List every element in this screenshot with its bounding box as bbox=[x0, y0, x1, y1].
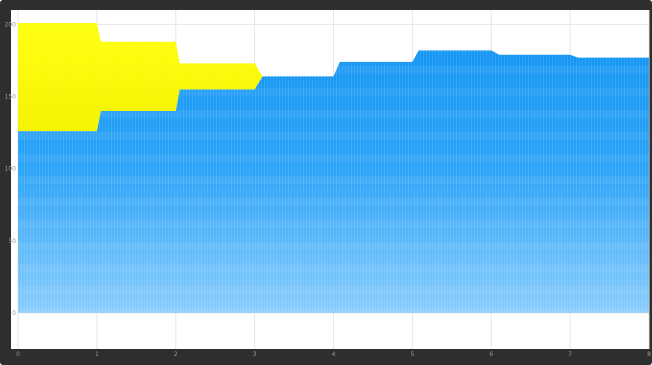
x-tick-labels: 0 1 2 3 4 5 6 7 8 bbox=[16, 351, 651, 358]
x-tick-label: 8 bbox=[647, 351, 651, 358]
series-blue-bands bbox=[18, 50, 649, 313]
series-layer bbox=[18, 22, 649, 313]
y-tick-label: 150 bbox=[5, 94, 17, 101]
y-tick-label: 100 bbox=[5, 166, 17, 173]
series-yellow-texture bbox=[18, 22, 649, 132]
x-tick-label: 3 bbox=[253, 351, 257, 358]
y-tick-label: 200 bbox=[5, 21, 17, 28]
y-tick-labels: 0 50 100 150 200 bbox=[5, 21, 17, 317]
x-tick-label: 7 bbox=[568, 351, 572, 358]
x-tick-label: 2 bbox=[174, 351, 178, 358]
x-tick-label: 5 bbox=[410, 351, 414, 358]
x-tick-label: 1 bbox=[95, 351, 99, 358]
x-tick-label: 6 bbox=[489, 351, 493, 358]
y-tick-label: 50 bbox=[8, 238, 16, 245]
y-tick-label: 0 bbox=[12, 310, 16, 317]
x-tick-label: 4 bbox=[332, 351, 336, 358]
x-tick-label: 0 bbox=[16, 351, 20, 358]
